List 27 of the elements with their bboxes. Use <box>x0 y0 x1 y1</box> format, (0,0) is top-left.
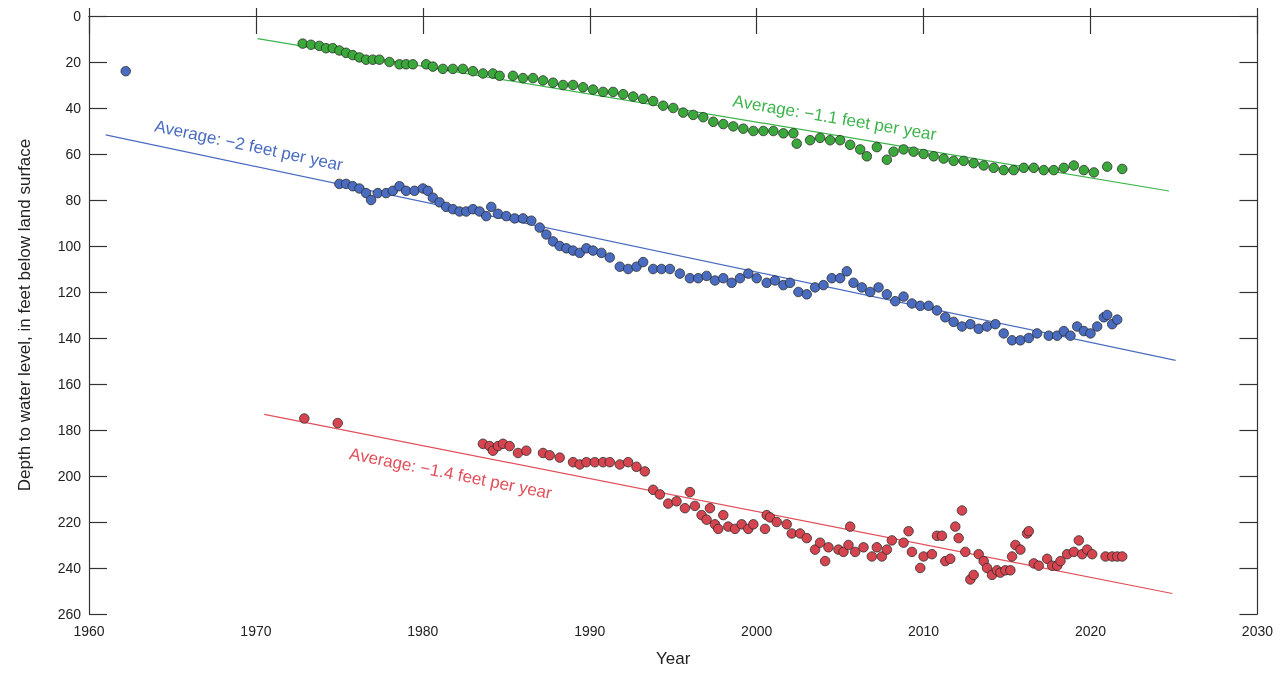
y-tick-label: 260 <box>57 606 82 622</box>
y-tick-label: 40 <box>65 100 82 116</box>
y-tick-label: 20 <box>65 54 82 70</box>
y-tick-label: 120 <box>57 284 82 300</box>
x-tick-label: 1970 <box>240 623 272 639</box>
y-tick-label: 60 <box>65 146 82 162</box>
y-tick-label: 80 <box>65 192 82 208</box>
annotation: Average: −2 feet per year <box>152 116 345 175</box>
x-tick-label: 2000 <box>741 623 773 639</box>
x-tick-label: 1980 <box>407 623 439 639</box>
x-tick-label: 2030 <box>1241 623 1274 639</box>
x-tick-label: 2020 <box>1074 623 1107 639</box>
x-tick-label: 2010 <box>908 623 940 639</box>
y-tick-label: 0 <box>73 8 82 24</box>
y-tick-label: 240 <box>57 560 82 576</box>
x-tick-label: 1990 <box>574 623 606 639</box>
x-axis-title: Year <box>656 649 691 668</box>
x-tick-label: 1960 <box>73 623 105 639</box>
annotation: Average: −1.1 feet per year <box>731 91 939 145</box>
y-tick-label: 180 <box>57 422 82 438</box>
y-tick-label: 200 <box>57 468 82 484</box>
y-tick-label: 140 <box>57 330 82 346</box>
y-tick-label: 220 <box>57 514 82 530</box>
y-axis-title: Depth to water level, in feet below land surface <box>15 138 34 492</box>
y-tick-label: 160 <box>57 376 82 392</box>
y-tick-label: 100 <box>57 238 82 254</box>
annotation: Average: −1.4 feet per year <box>347 444 554 503</box>
